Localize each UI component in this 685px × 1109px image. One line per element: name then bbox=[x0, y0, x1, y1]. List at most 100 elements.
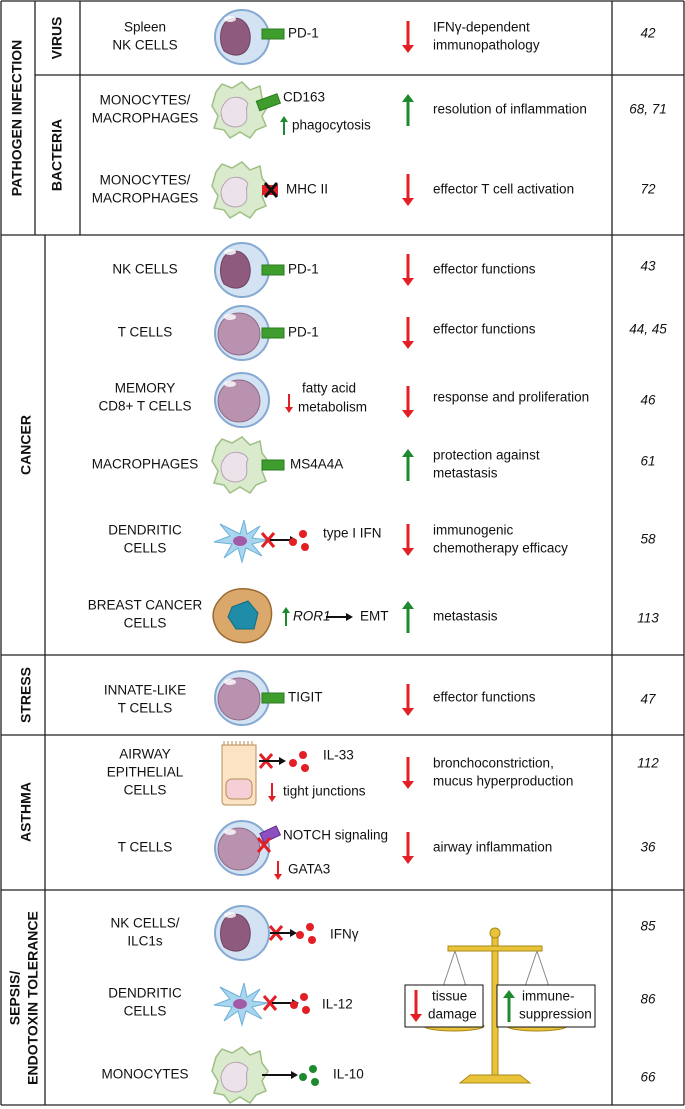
subsection-label: VIRUS bbox=[49, 17, 65, 60]
cell-name: NK CELLS bbox=[112, 38, 177, 53]
row: MONOCYTES/ MACROPHAGES MHC II effector T… bbox=[92, 161, 656, 219]
outcome: metastasis bbox=[433, 609, 498, 624]
up-arrow bbox=[400, 599, 416, 635]
outcome: effector functions bbox=[433, 262, 536, 277]
cell-name: NK CELLS/ bbox=[110, 916, 179, 931]
cytokine-icon bbox=[296, 923, 316, 944]
marker: IL-10 bbox=[333, 1067, 364, 1082]
balance-box: immune- suppression bbox=[496, 984, 596, 1028]
cell-name: MACROPHAGES bbox=[92, 457, 199, 472]
cell-name: MONOCYTES/ bbox=[100, 173, 191, 188]
section-label: ASTHMA bbox=[18, 782, 34, 842]
reference: 58 bbox=[640, 532, 656, 547]
marker: IL-33 bbox=[323, 748, 354, 763]
outcome: effector functions bbox=[433, 690, 536, 705]
cell-name: MACROPHAGES bbox=[92, 191, 199, 206]
reference: 86 bbox=[640, 992, 656, 1007]
row: MONOCYTES IL-10 66 bbox=[101, 1046, 656, 1104]
cell-nucleus bbox=[227, 600, 259, 630]
cell-name: EPITHELIAL bbox=[107, 765, 184, 780]
receptor-icon bbox=[261, 459, 285, 471]
balance-label: immune- bbox=[522, 989, 575, 1004]
outcome: effector functions bbox=[433, 322, 536, 337]
arrow-head bbox=[291, 1071, 298, 1079]
down-arrow-small bbox=[284, 393, 294, 414]
down-arrow bbox=[400, 384, 416, 420]
row: BREAST CANCER CELLS ROR1 EMT metastasis … bbox=[88, 588, 659, 644]
cell-name: AIRWAY bbox=[119, 747, 171, 762]
section-label: CANCER bbox=[18, 415, 34, 475]
marker: ROR1 bbox=[293, 609, 331, 624]
cell-name: BREAST CANCER bbox=[88, 598, 203, 613]
subsection-label: BACTERIA bbox=[49, 119, 65, 191]
note: GATA3 bbox=[288, 862, 330, 877]
receptor-icon bbox=[261, 28, 285, 40]
cilia-icon bbox=[223, 741, 253, 745]
cell-name: CELLS bbox=[124, 1004, 167, 1019]
reference: 85 bbox=[640, 919, 656, 934]
cytokine-icon bbox=[289, 751, 309, 772]
note: fatty acid bbox=[302, 381, 356, 396]
outcome: mucus hyperproduction bbox=[433, 774, 573, 789]
cytokine-icon bbox=[290, 993, 310, 1014]
marker: NOTCH signaling bbox=[283, 828, 388, 843]
section-label: PATHOGEN INFECTION bbox=[9, 40, 25, 197]
reference: 44, 45 bbox=[629, 322, 667, 337]
cell-name: T CELLS bbox=[118, 701, 173, 716]
cell-name: NK CELLS bbox=[112, 262, 177, 277]
balance-box: tissue damage bbox=[404, 984, 484, 1028]
reference: 36 bbox=[640, 840, 656, 855]
cell-name: MACROPHAGES bbox=[92, 111, 199, 126]
marker: PD-1 bbox=[288, 262, 319, 277]
down-arrow-small bbox=[267, 782, 277, 803]
reference: 112 bbox=[637, 756, 659, 771]
cell-name: ILC1s bbox=[127, 934, 163, 949]
receptor-icon bbox=[259, 825, 282, 844]
down-arrow bbox=[400, 315, 416, 351]
cell-icon bbox=[214, 9, 270, 65]
marker: IFNγ bbox=[330, 927, 359, 942]
outcome: metastasis bbox=[433, 466, 498, 481]
row: T CELLS NOTCH signaling GATA3 airway inf… bbox=[118, 820, 656, 881]
cell-icon bbox=[214, 670, 270, 726]
cell-name: MONOCYTES bbox=[101, 1067, 188, 1082]
row: T CELLS PD-1 effector functions 44, 45 bbox=[118, 305, 667, 361]
marker: PD-1 bbox=[288, 325, 319, 340]
reference: 72 bbox=[640, 182, 656, 197]
row: NK CELLS PD-1 effector functions 43 bbox=[112, 242, 656, 298]
cell-nucleus bbox=[225, 778, 253, 800]
down-arrow bbox=[400, 755, 416, 791]
note: EMT bbox=[360, 609, 389, 624]
cell-name: INNATE-LIKE bbox=[104, 683, 186, 698]
reference: 113 bbox=[637, 611, 659, 626]
cell-icon bbox=[213, 982, 269, 1026]
note: tight junctions bbox=[283, 784, 366, 799]
cell-icon bbox=[211, 1046, 269, 1104]
cell-icon bbox=[213, 519, 269, 563]
balance-label: suppression bbox=[519, 1007, 592, 1022]
reference: 46 bbox=[640, 393, 656, 408]
reference: 43 bbox=[640, 259, 656, 274]
cell-icon bbox=[211, 436, 269, 494]
row: DENDRITIC CELLS IL-12 86 bbox=[108, 982, 656, 1026]
cell-name: CELLS bbox=[124, 783, 167, 798]
cell-icon bbox=[214, 305, 270, 361]
outcome: airway inflammation bbox=[433, 840, 552, 855]
marker: MS4A4A bbox=[290, 457, 343, 472]
reference: 42 bbox=[640, 26, 656, 41]
row: MONOCYTES/ MACROPHAGES CD163 phagocytosi… bbox=[92, 81, 667, 139]
cytokine-icon bbox=[299, 1065, 319, 1086]
down-arrow bbox=[400, 522, 416, 558]
down-arrow bbox=[400, 682, 416, 718]
marker: MHC II bbox=[286, 182, 328, 197]
cell-name: T CELLS bbox=[118, 840, 173, 855]
down-arrow bbox=[400, 19, 416, 55]
balance-label: damage bbox=[428, 1007, 477, 1022]
balance-label: tissue bbox=[432, 989, 467, 1004]
up-arrow-small bbox=[281, 606, 291, 627]
cell-name: CELLS bbox=[124, 616, 167, 631]
cell-icon bbox=[214, 905, 270, 961]
up-arrow-small bbox=[279, 115, 289, 136]
block-icon bbox=[263, 182, 279, 198]
